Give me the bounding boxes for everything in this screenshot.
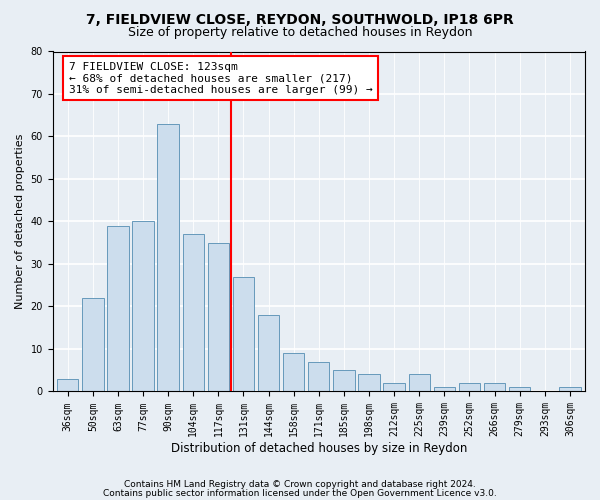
Bar [208, 242, 229, 392]
Bar [258, 315, 279, 392]
Bar [484, 383, 505, 392]
Text: Size of property relative to detached houses in Reydon: Size of property relative to detached ho… [128, 26, 472, 39]
Bar [308, 362, 329, 392]
Bar [459, 383, 480, 392]
Bar [559, 387, 581, 392]
Bar [283, 353, 304, 392]
Text: 7 FIELDVIEW CLOSE: 123sqm
← 68% of detached houses are smaller (217)
31% of semi: 7 FIELDVIEW CLOSE: 123sqm ← 68% of detac… [68, 62, 373, 95]
Bar [133, 222, 154, 392]
Bar [107, 226, 128, 392]
Bar [509, 387, 530, 392]
Bar [383, 383, 405, 392]
Text: 7, FIELDVIEW CLOSE, REYDON, SOUTHWOLD, IP18 6PR: 7, FIELDVIEW CLOSE, REYDON, SOUTHWOLD, I… [86, 12, 514, 26]
Bar [409, 374, 430, 392]
Bar [82, 298, 104, 392]
Bar [233, 276, 254, 392]
Bar [182, 234, 204, 392]
Y-axis label: Number of detached properties: Number of detached properties [15, 134, 25, 309]
Bar [333, 370, 355, 392]
Text: Contains public sector information licensed under the Open Government Licence v3: Contains public sector information licen… [103, 489, 497, 498]
Bar [57, 378, 79, 392]
Bar [434, 387, 455, 392]
Bar [358, 374, 380, 392]
X-axis label: Distribution of detached houses by size in Reydon: Distribution of detached houses by size … [170, 442, 467, 455]
Bar [157, 124, 179, 392]
Text: Contains HM Land Registry data © Crown copyright and database right 2024.: Contains HM Land Registry data © Crown c… [124, 480, 476, 489]
